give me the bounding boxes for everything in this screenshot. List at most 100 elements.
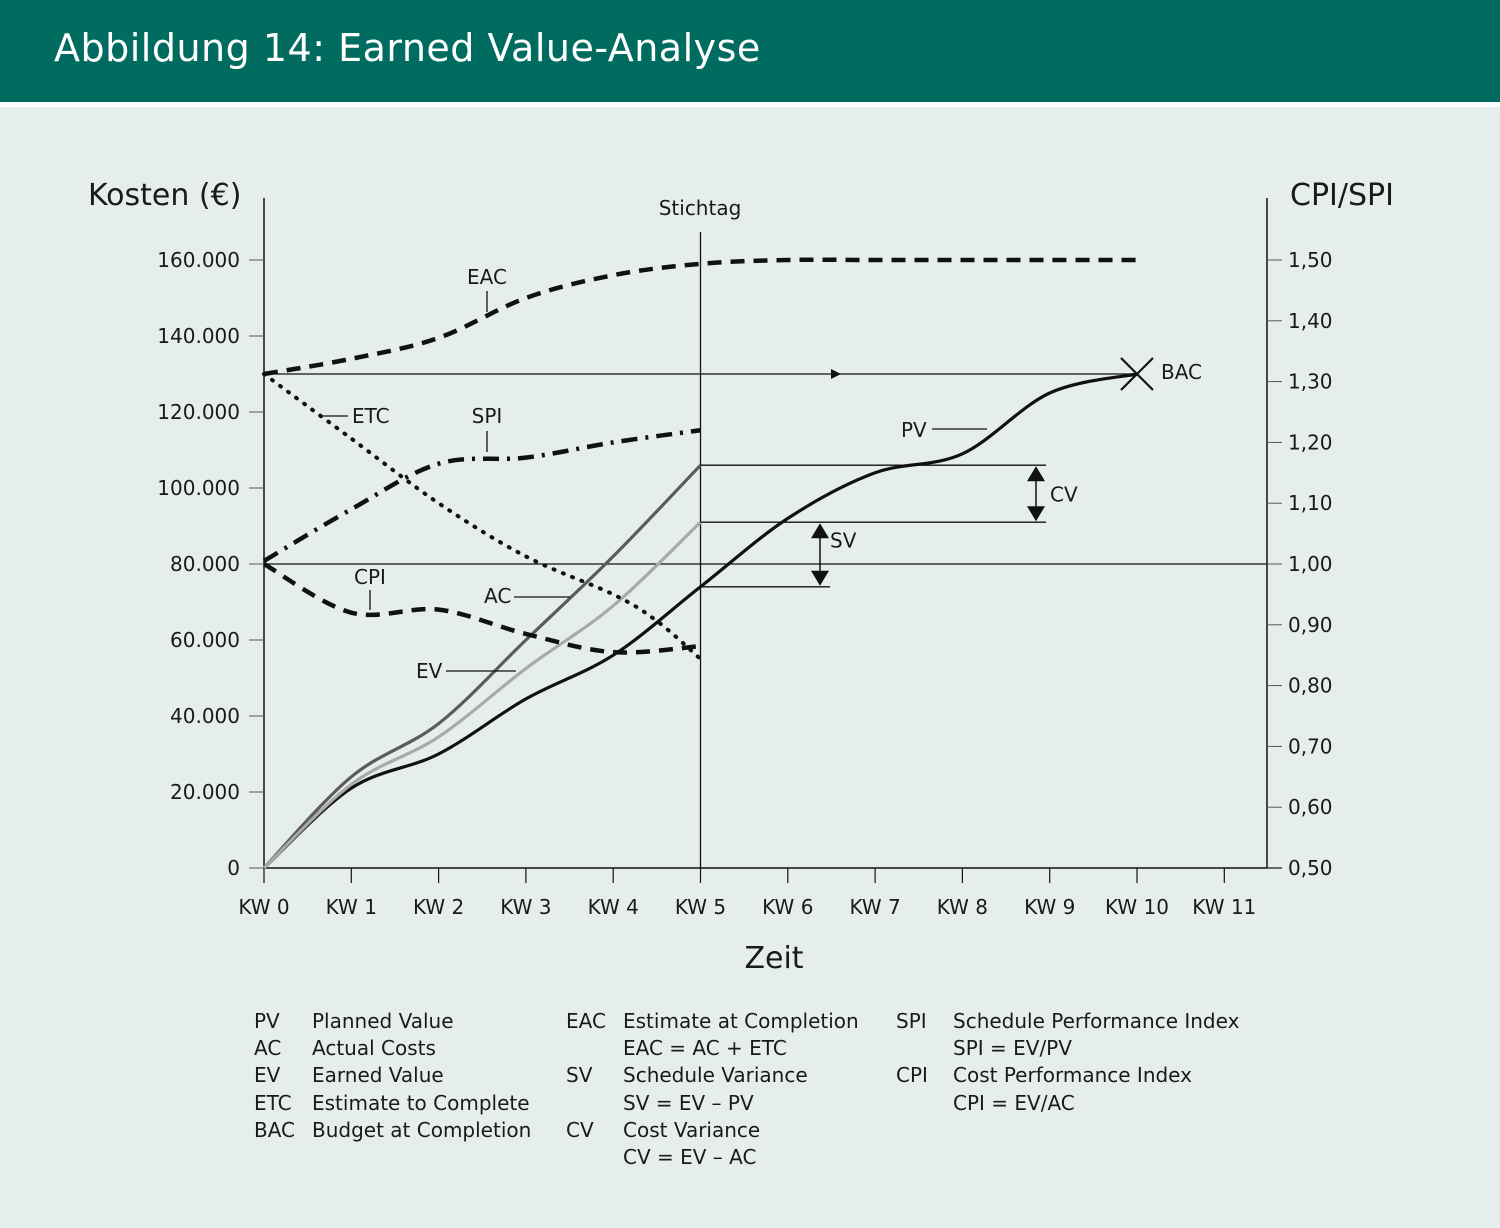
header-divider (0, 102, 1500, 107)
legend-abbr: SPI (896, 1009, 927, 1033)
legend-row: SPI Schedule Performance Index (896, 1008, 1239, 1035)
legend-row: CV = EV – AC (566, 1144, 859, 1171)
legend-abbr: EAC (566, 1009, 606, 1033)
legend-abbr: CV (566, 1117, 594, 1142)
series-line-pv (262, 372, 1138, 870)
x-tick-label: KW 2 (413, 895, 464, 919)
legend-abbr: SV (566, 1063, 593, 1088)
legend-abbr (896, 1090, 953, 1117)
line-label-ac: AC (484, 584, 511, 608)
x-tick-label: KW 4 (588, 895, 639, 919)
legend-desc: EAC = AC + ETC (623, 1036, 787, 1061)
series-line-etc (262, 372, 703, 661)
legend-desc: Actual Costs (312, 1036, 436, 1061)
legend-row: AC Actual Costs (254, 1035, 531, 1062)
earned-value-chart: 0 20.000 40.000 60.000 80.000 100.000 120.000 1… (88, 178, 1394, 976)
legend-abbr: PV (254, 1009, 280, 1033)
legend-desc: Estimate to Complete (312, 1090, 530, 1115)
legend-desc: Budget at Completion (312, 1117, 532, 1142)
line-label-cpi: CPI (354, 565, 386, 589)
y-right-tick-label: 1,10 (1288, 491, 1333, 515)
y-left-tick-label: 0 (227, 856, 240, 880)
series-line-ev (262, 521, 702, 870)
x-tick-label: KW 1 (326, 895, 377, 919)
legend-row: SV Schedule Variance (566, 1062, 859, 1089)
legend-row: EAC = AC + ETC (566, 1035, 859, 1062)
x-tick-label: KW 9 (1024, 895, 1075, 919)
legend-desc: CV = EV – AC (623, 1145, 757, 1170)
sv-bracket-arrow-up (811, 523, 829, 539)
x-tick-label: KW 7 (849, 895, 900, 919)
line-label-eac: EAC (467, 265, 507, 289)
legend-row: SV = EV – PV (566, 1090, 859, 1117)
legend-row: SPI = EV/PV (896, 1035, 1239, 1062)
cv-label: CV (1050, 483, 1078, 507)
line-label-pv: PV (901, 418, 927, 442)
legend-desc: Cost Performance Index (953, 1063, 1192, 1088)
legend-row: BAC Budget at Completion (254, 1117, 531, 1144)
legend-desc: Planned Value (312, 1009, 454, 1033)
y-right-tick-label: 0,50 (1288, 856, 1333, 880)
legend-row: EAC Estimate at Completion (566, 1008, 859, 1035)
y-left-tick-label: 100.000 (157, 476, 240, 500)
sv-label: SV (830, 529, 857, 553)
y-right-tick-label: 1,50 (1288, 248, 1333, 272)
x-tick-label: KW 10 (1105, 895, 1169, 919)
legend-abbr (566, 1144, 623, 1171)
x-tick-label: KW 8 (937, 895, 988, 919)
y-left-tick-label: 40.000 (170, 704, 240, 728)
x-tick-label: KW 3 (500, 895, 551, 919)
line-label-spi: SPI (472, 404, 503, 428)
sv-bracket-arrow-down (811, 570, 829, 586)
legend-abbr (896, 1035, 953, 1062)
line-label-ev: EV (416, 659, 443, 683)
legend-row: CPI Cost Performance Index (896, 1062, 1239, 1089)
y-right-tick-label: 1,40 (1288, 309, 1333, 333)
series-line-spi (262, 428, 701, 563)
legend-row: PV Planned Value (254, 1008, 531, 1035)
x-tick-label: KW 0 (238, 895, 289, 919)
bac-label: BAC (1161, 360, 1202, 384)
y-right-tick-label: 0,80 (1288, 674, 1333, 698)
y-right-tick-label: 0,60 (1288, 795, 1333, 819)
legend-row: CPI = EV/AC (896, 1090, 1239, 1117)
legend-row: EV Earned Value (254, 1062, 531, 1089)
legend-abbr (566, 1090, 623, 1117)
y-right-tick-label: 1,30 (1288, 370, 1333, 394)
legend-col-3: SPI Schedule Performance Index SPI = EV/PV… (896, 1008, 1239, 1117)
legend-desc: Schedule Performance Index (953, 1009, 1240, 1033)
y-right-tick-label: 0,70 (1288, 734, 1333, 758)
header-bar (0, 0, 1500, 102)
legend-abbr: BAC (254, 1117, 296, 1142)
y-left-tick-label: 20.000 (170, 780, 240, 804)
y-right-tick-label: 1,20 (1288, 430, 1333, 454)
x-tick-label: KW 11 (1192, 895, 1256, 919)
y-left-axis-title: Kosten (€) (88, 178, 241, 213)
legend-desc: SPI = EV/PV (953, 1036, 1072, 1061)
legend-row: ETC Estimate to Complete (254, 1090, 531, 1117)
x-tick-label: KW 5 (675, 895, 726, 919)
legend-desc: Earned Value (312, 1063, 444, 1088)
cv-bracket-arrow-up (1027, 466, 1045, 482)
y-left-tick-label: 160.000 (157, 248, 240, 272)
legend-desc: Cost Variance (623, 1117, 761, 1142)
legend-col-2: EAC Estimate at Completion EAC = AC + ETC S… (566, 1008, 859, 1171)
legend-abbr: EV (254, 1063, 281, 1088)
legend-abbr (566, 1035, 623, 1062)
y-left-tick-label: 140.000 (157, 324, 240, 348)
legend-desc: CPI = EV/AC (953, 1090, 1075, 1115)
legend-col-1: PV Planned Value AC Actual Costs EV Earned Va… (254, 1008, 531, 1144)
line-label-etc: ETC (352, 404, 390, 428)
reference-date-label: Stichtag (659, 196, 742, 220)
y-right-axis-title: CPI/SPI (1290, 178, 1394, 213)
y-right-tick-label: 1,00 (1288, 552, 1333, 576)
legend-desc: Estimate at Completion (623, 1009, 859, 1033)
legend-abbr: ETC (254, 1090, 292, 1115)
cv-bracket-arrow-down (1027, 506, 1045, 522)
y-left-tick-label: 60.000 (170, 628, 240, 652)
legend-desc: Schedule Variance (623, 1063, 808, 1088)
figure-title: Abbildung 14: Earned Value-Analyse (54, 26, 761, 70)
x-axis-title: Zeit (744, 941, 803, 976)
legend-abbr: CPI (896, 1063, 928, 1088)
legend-desc: SV = EV – PV (623, 1090, 754, 1115)
